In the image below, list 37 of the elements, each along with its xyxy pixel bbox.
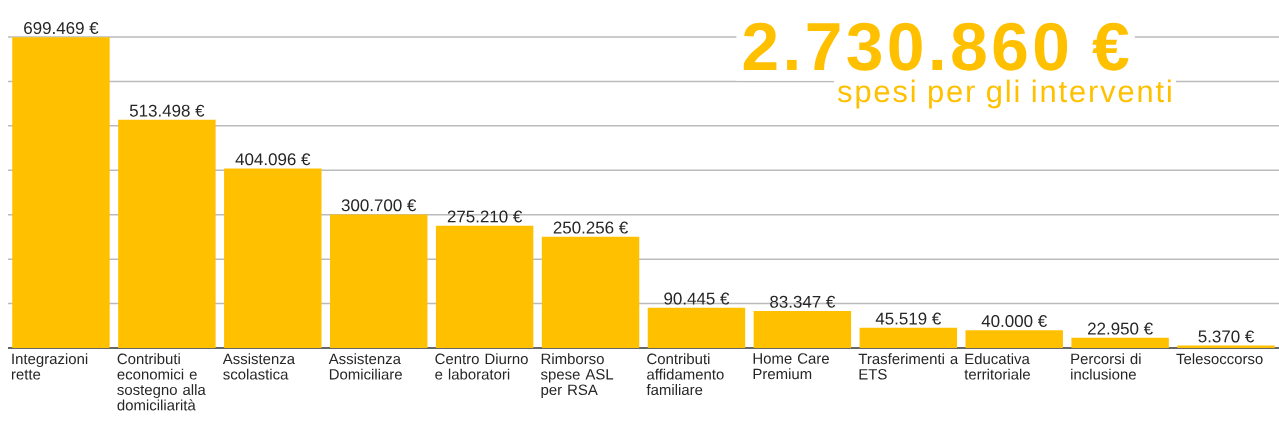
x-tick-label: Contributi affidamento familiare [646, 353, 724, 396]
x-tick-label: Assistenza scolastica [222, 353, 296, 380]
x-tick-label: Trasferimenti a ETS [858, 353, 959, 380]
data-label: 83.347 € [770, 295, 836, 308]
x-tick-label: Telesoccorso [1176, 353, 1263, 365]
x-tick-label: Home Care Premium [753, 353, 829, 380]
bar [435, 225, 534, 348]
bar [647, 307, 746, 348]
bar [329, 214, 428, 348]
data-label: 250.256 € [553, 221, 628, 234]
bar [12, 37, 110, 348]
data-label: 45.519 € [875, 312, 941, 325]
data-label: 300.700 € [341, 199, 417, 212]
data-label: 22.950 € [1088, 322, 1153, 335]
x-tick-label: Percorsi di inclusione [1071, 353, 1141, 380]
text: spesi per gli interventi [837, 79, 1171, 109]
x-tick-label: Rimborso spese ASL per RSA [540, 353, 614, 399]
data-label: 90.445 € [664, 292, 730, 305]
chart-title: 2.730.860 € [743, 22, 1129, 71]
data-label: 5.370 € [1198, 330, 1255, 343]
bar [965, 330, 1063, 348]
data-label: 513.498 € [129, 104, 205, 117]
bar [753, 310, 852, 348]
bar [118, 119, 216, 348]
x-tick-label: Centro Diurno e laboratori [435, 353, 528, 380]
x-tick-label: Educativa territoriale [964, 353, 1030, 380]
data-label: 699.469 € [24, 22, 99, 35]
data-label: 275.210 € [447, 210, 523, 223]
bar [859, 327, 958, 348]
bar [1071, 337, 1169, 348]
x-tick-label: Integrazioni rette [11, 353, 88, 380]
x-tick-label: Assistenza Domiciliare [328, 353, 402, 380]
data-label: 40.000 € [981, 315, 1047, 328]
data-label: 404.096 € [235, 153, 311, 166]
x-tick-label: Contributi economici e sostegno alla domiciliarità [117, 353, 206, 411]
bar [541, 236, 640, 348]
bar [224, 168, 322, 348]
